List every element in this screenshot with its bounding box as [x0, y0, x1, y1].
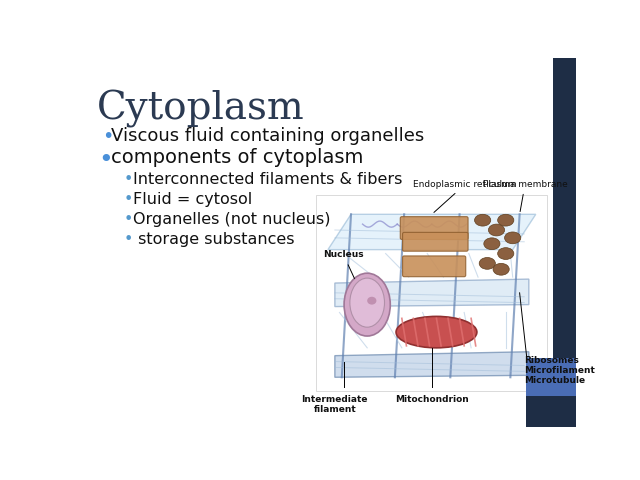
- Ellipse shape: [484, 238, 500, 250]
- FancyBboxPatch shape: [316, 195, 547, 391]
- Polygon shape: [335, 279, 529, 307]
- FancyBboxPatch shape: [525, 396, 576, 427]
- Text: Intermediate
filament: Intermediate filament: [301, 395, 368, 414]
- Ellipse shape: [488, 224, 504, 236]
- Text: •: •: [124, 232, 132, 247]
- Text: Nucleus: Nucleus: [323, 251, 364, 278]
- Ellipse shape: [479, 257, 495, 269]
- Ellipse shape: [344, 273, 390, 336]
- Ellipse shape: [504, 232, 521, 244]
- Text: Mitochondrion: Mitochondrion: [395, 395, 468, 404]
- Ellipse shape: [396, 316, 477, 348]
- FancyBboxPatch shape: [525, 358, 576, 396]
- Text: Organelles (not nucleus): Organelles (not nucleus): [132, 212, 330, 227]
- Text: •: •: [124, 192, 132, 206]
- FancyBboxPatch shape: [400, 216, 468, 240]
- Ellipse shape: [498, 214, 514, 226]
- Text: Interconnected filaments & fibers: Interconnected filaments & fibers: [132, 171, 402, 187]
- Text: Plasma membrane: Plasma membrane: [483, 180, 568, 212]
- Text: components of cytoplasm: components of cytoplasm: [111, 148, 364, 168]
- Text: •: •: [102, 127, 113, 146]
- Text: Ribosomes
Microfilament
Microtubule: Ribosomes Microfilament Microtubule: [524, 356, 595, 385]
- FancyBboxPatch shape: [80, 58, 576, 427]
- Text: •: •: [99, 148, 113, 172]
- FancyBboxPatch shape: [80, 58, 553, 427]
- Ellipse shape: [493, 264, 509, 275]
- Text: Fluid = cytosol: Fluid = cytosol: [132, 192, 252, 206]
- Text: •: •: [124, 171, 132, 187]
- Ellipse shape: [350, 278, 385, 327]
- FancyBboxPatch shape: [403, 232, 468, 251]
- Text: Viscous fluid containing organelles: Viscous fluid containing organelles: [111, 127, 424, 145]
- FancyBboxPatch shape: [553, 58, 576, 358]
- Text: Cytoplasm: Cytoplasm: [97, 90, 305, 128]
- FancyBboxPatch shape: [403, 256, 466, 276]
- Polygon shape: [335, 352, 529, 377]
- Text: storage substances: storage substances: [132, 232, 294, 247]
- Ellipse shape: [475, 214, 491, 226]
- Text: Endoplasmic reticulum: Endoplasmic reticulum: [413, 180, 517, 213]
- Text: •: •: [124, 212, 132, 227]
- Ellipse shape: [498, 248, 514, 260]
- Polygon shape: [328, 214, 536, 250]
- Ellipse shape: [367, 297, 376, 305]
